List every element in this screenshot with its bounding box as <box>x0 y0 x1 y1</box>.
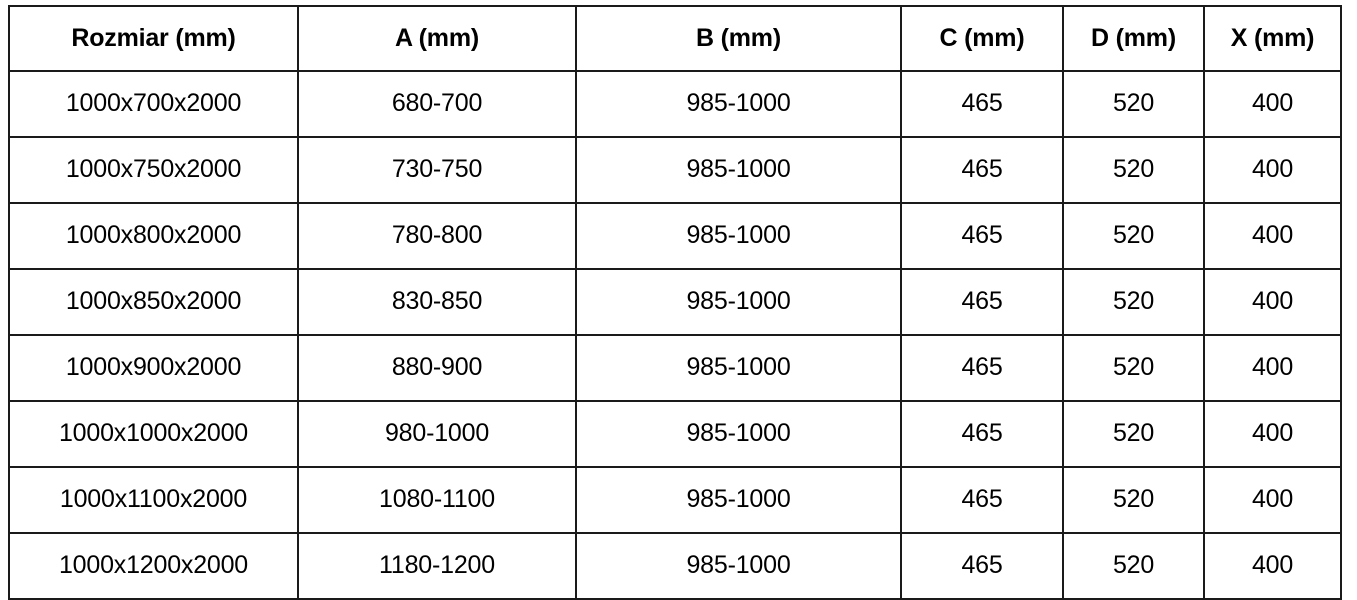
cell-b: 985-1000 <box>575 334 902 402</box>
cell-c: 465 <box>900 268 1064 336</box>
table-row: 1000x800x2000 780-800 985-1000 465 520 4… <box>8 202 1342 270</box>
column-header-c: C (mm) <box>900 5 1064 72</box>
table-row: 1000x1100x2000 1080-1100 985-1000 465 52… <box>8 466 1342 534</box>
cell-a: 1180-1200 <box>297 532 577 600</box>
cell-size: 1000x900x2000 <box>8 334 299 402</box>
cell-x: 400 <box>1203 268 1342 336</box>
table-row: 1000x1000x2000 980-1000 985-1000 465 520… <box>8 400 1342 468</box>
cell-a: 730-750 <box>297 136 577 204</box>
cell-a: 1080-1100 <box>297 466 577 534</box>
cell-d: 520 <box>1062 202 1205 270</box>
cell-x: 400 <box>1203 70 1342 138</box>
cell-a: 780-800 <box>297 202 577 270</box>
table-header: Rozmiar (mm) A (mm) B (mm) C (mm) D (mm)… <box>8 5 1342 72</box>
cell-c: 465 <box>900 202 1064 270</box>
column-header-d: D (mm) <box>1062 5 1205 72</box>
column-header-x: X (mm) <box>1203 5 1342 72</box>
cell-x: 400 <box>1203 202 1342 270</box>
cell-x: 400 <box>1203 334 1342 402</box>
cell-b: 985-1000 <box>575 70 902 138</box>
cell-d: 520 <box>1062 532 1205 600</box>
cell-d: 520 <box>1062 400 1205 468</box>
cell-x: 400 <box>1203 400 1342 468</box>
column-header-a: A (mm) <box>297 5 577 72</box>
cell-b: 985-1000 <box>575 466 902 534</box>
cell-b: 985-1000 <box>575 532 902 600</box>
cell-size: 1000x700x2000 <box>8 70 299 138</box>
table-row: 1000x750x2000 730-750 985-1000 465 520 4… <box>8 136 1342 204</box>
cell-c: 465 <box>900 136 1064 204</box>
cell-a: 830-850 <box>297 268 577 336</box>
table-row: 1000x900x2000 880-900 985-1000 465 520 4… <box>8 334 1342 402</box>
cell-a: 880-900 <box>297 334 577 402</box>
cell-d: 520 <box>1062 268 1205 336</box>
cell-b: 985-1000 <box>575 136 902 204</box>
cell-size: 1000x750x2000 <box>8 136 299 204</box>
table-header-row: Rozmiar (mm) A (mm) B (mm) C (mm) D (mm)… <box>8 5 1342 72</box>
cell-size: 1000x1200x2000 <box>8 532 299 600</box>
cell-size: 1000x850x2000 <box>8 268 299 336</box>
cell-b: 985-1000 <box>575 268 902 336</box>
cell-c: 465 <box>900 400 1064 468</box>
table-body: 1000x700x2000 680-700 985-1000 465 520 4… <box>8 70 1342 600</box>
table-container: Rozmiar (mm) A (mm) B (mm) C (mm) D (mm)… <box>8 5 1342 600</box>
column-header-b: B (mm) <box>575 5 902 72</box>
table-row: 1000x700x2000 680-700 985-1000 465 520 4… <box>8 70 1342 138</box>
cell-d: 520 <box>1062 136 1205 204</box>
cell-a: 680-700 <box>297 70 577 138</box>
cell-size: 1000x1000x2000 <box>8 400 299 468</box>
cell-b: 985-1000 <box>575 202 902 270</box>
table-row: 1000x850x2000 830-850 985-1000 465 520 4… <box>8 268 1342 336</box>
cell-a: 980-1000 <box>297 400 577 468</box>
cell-c: 465 <box>900 532 1064 600</box>
cell-c: 465 <box>900 70 1064 138</box>
cell-size: 1000x1100x2000 <box>8 466 299 534</box>
cell-x: 400 <box>1203 466 1342 534</box>
cell-c: 465 <box>900 334 1064 402</box>
cell-d: 520 <box>1062 466 1205 534</box>
column-header-size: Rozmiar (mm) <box>8 5 299 72</box>
shower-enclosure-dimensions-table: Rozmiar (mm) A (mm) B (mm) C (mm) D (mm)… <box>8 5 1342 600</box>
cell-x: 400 <box>1203 136 1342 204</box>
cell-x: 400 <box>1203 532 1342 600</box>
cell-size: 1000x800x2000 <box>8 202 299 270</box>
cell-b: 985-1000 <box>575 400 902 468</box>
table-row: 1000x1200x2000 1180-1200 985-1000 465 52… <box>8 532 1342 600</box>
cell-d: 520 <box>1062 70 1205 138</box>
cell-c: 465 <box>900 466 1064 534</box>
cell-d: 520 <box>1062 334 1205 402</box>
